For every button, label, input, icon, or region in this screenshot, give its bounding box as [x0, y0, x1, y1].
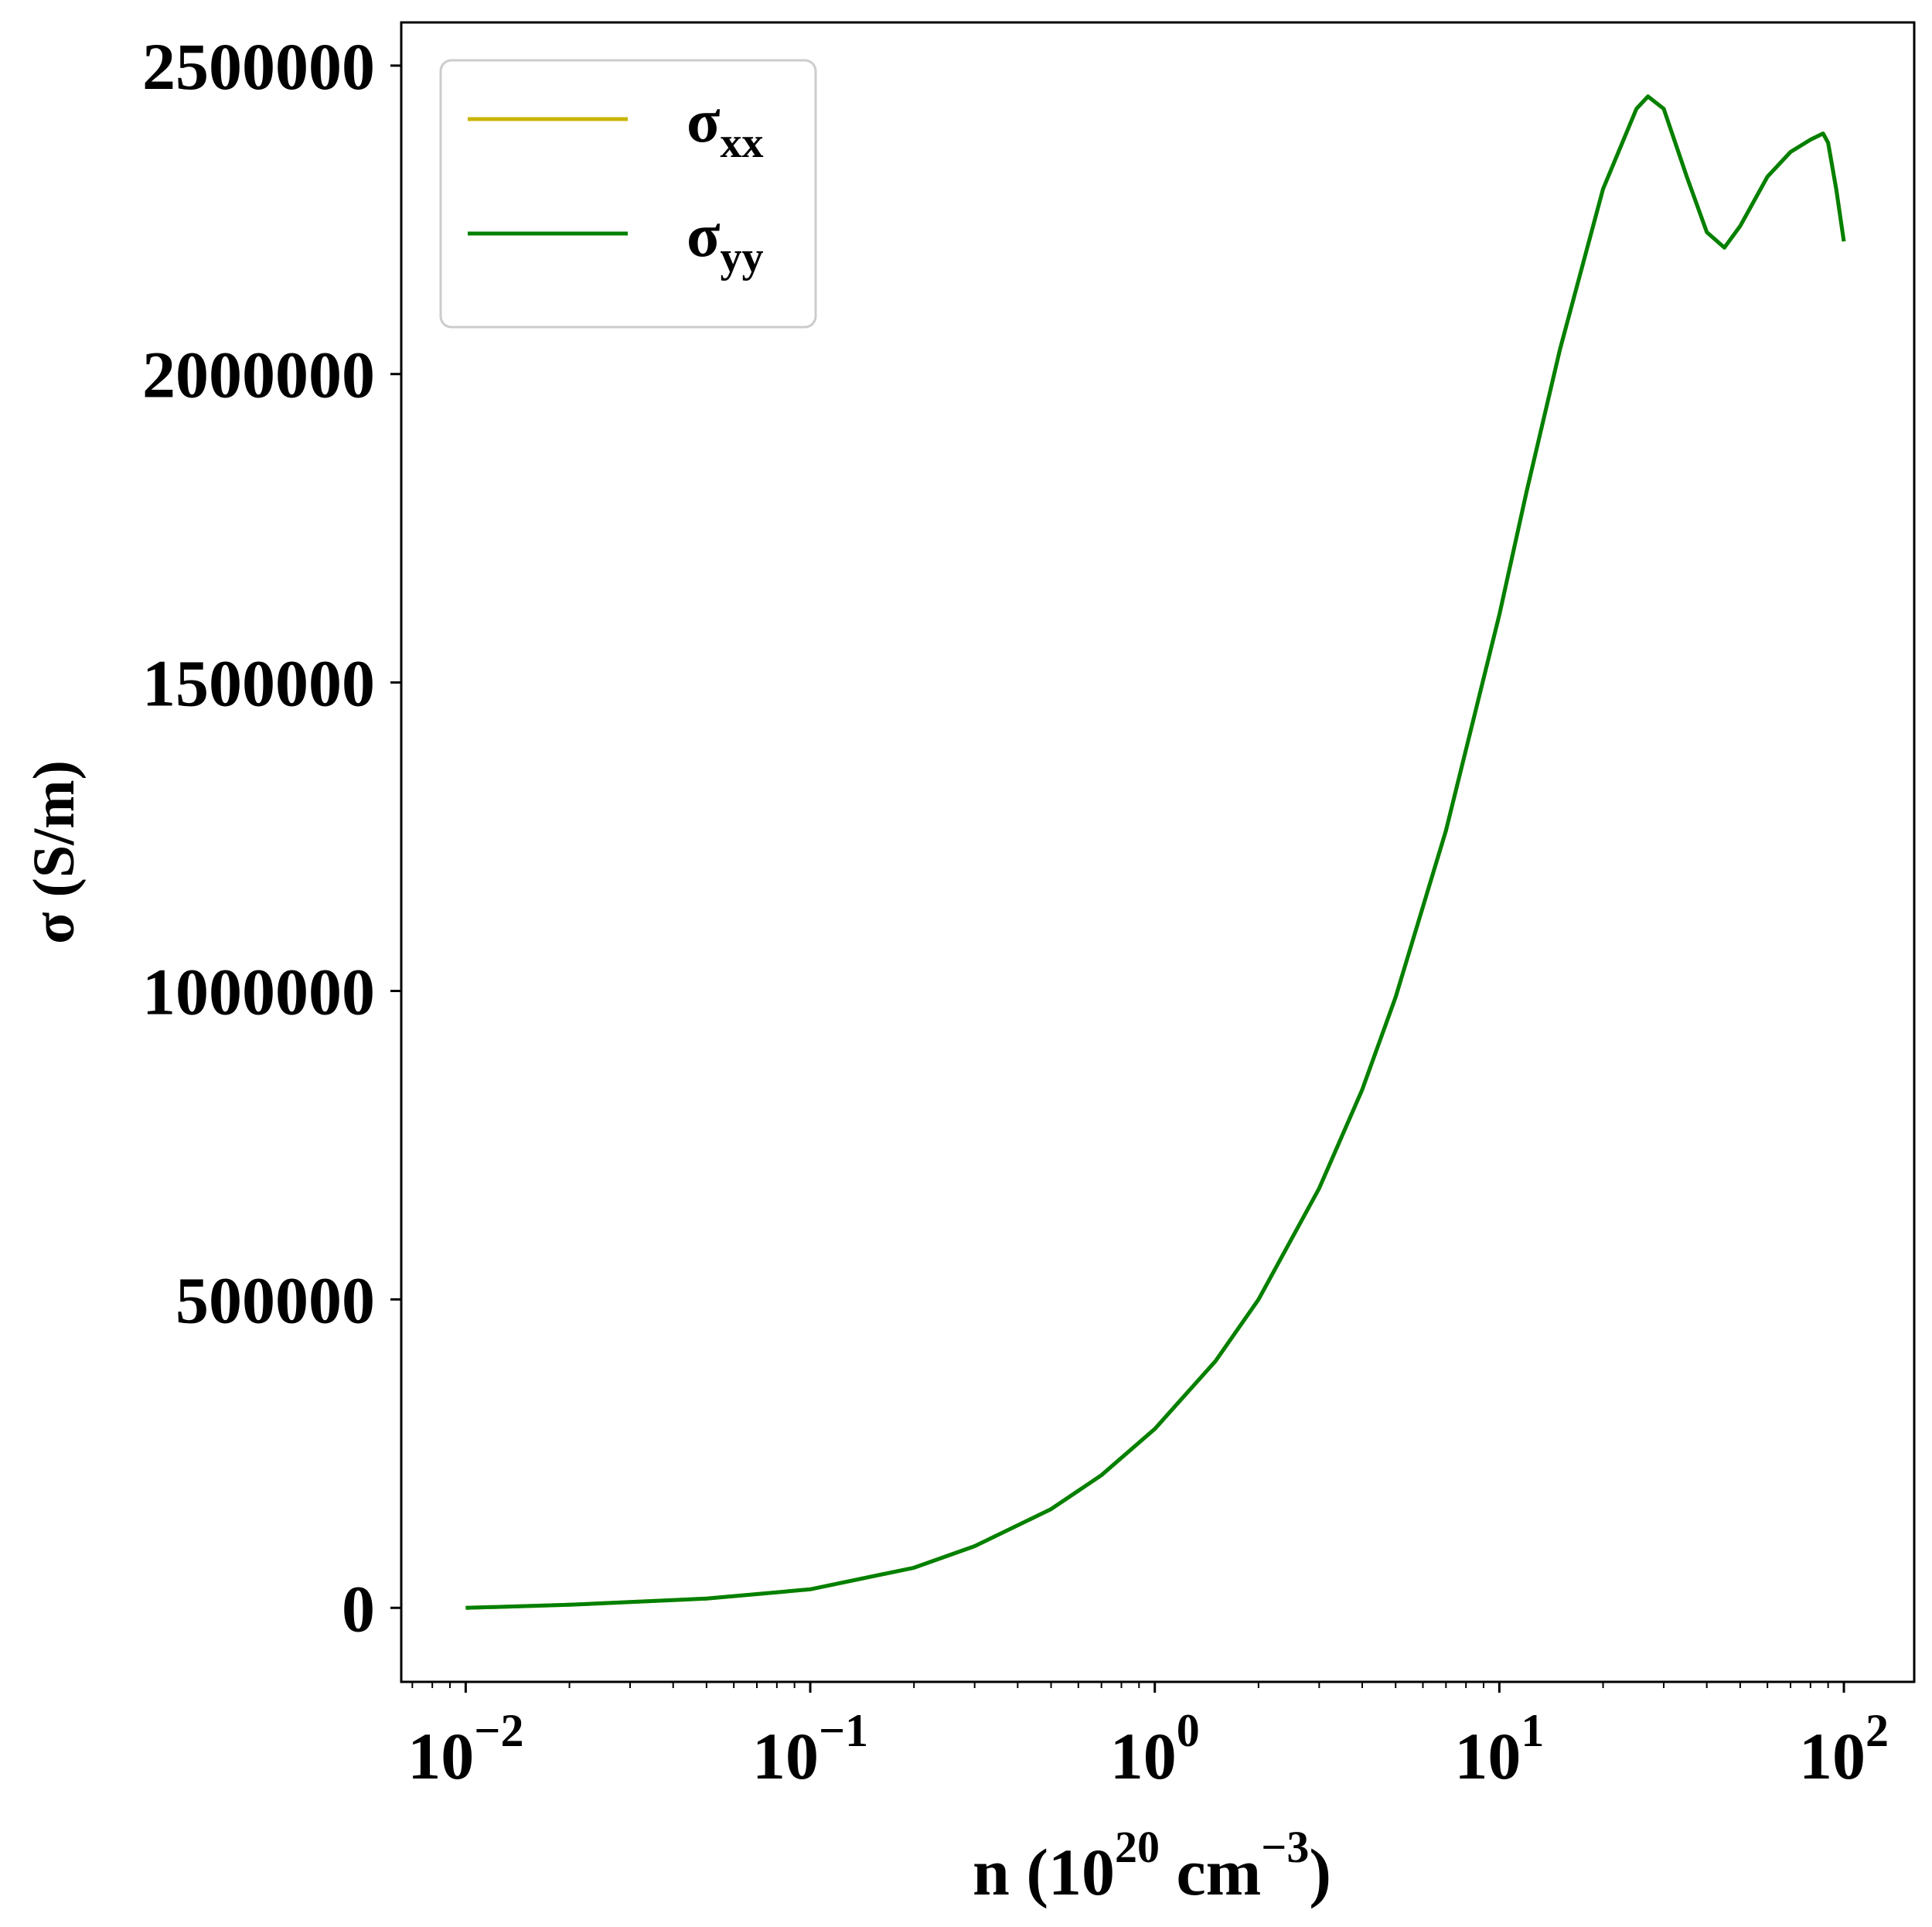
y-axis-ticks: 0 500000 1000000 1500000 2000000 2500000: [142, 29, 401, 1646]
legend-label-sigma-yy-symbol: σ: [687, 202, 721, 270]
legend-label-sigma-yy-sub: yy: [721, 234, 764, 281]
x-tick-label-base: 10: [1799, 1719, 1866, 1793]
x-tick-label-exp: −2: [474, 1705, 523, 1756]
x-axis-label-main: n (10: [973, 1835, 1115, 1909]
x-tick-label-base: 10: [752, 1719, 819, 1793]
legend: σxx σyy: [439, 59, 817, 329]
x-tick-label-exp: 1: [1521, 1705, 1544, 1756]
x-axis-label: n (1020 cm−3): [973, 1822, 1331, 1909]
legend-label-sigma-xx-symbol: σ: [687, 87, 721, 155]
y-axis-label: σ (S/m): [22, 760, 87, 944]
x-axis-ticks: 10−2 10−1 100 101 102: [407, 1682, 1889, 1793]
x-tick-label-exp: −1: [819, 1705, 868, 1756]
plot-area-frame: [400, 21, 1916, 1683]
x-axis-label-unit-exp: −3: [1261, 1822, 1309, 1872]
legend-label-sigma-xx: σxx: [687, 87, 764, 167]
x-axis-label-exp: 20: [1115, 1822, 1160, 1872]
x-tick-label-base: 10: [1454, 1719, 1521, 1793]
x-tick-label-exp: 2: [1866, 1705, 1889, 1756]
x-tick-label: 101: [1454, 1705, 1544, 1793]
x-tick-label: 102: [1799, 1705, 1889, 1793]
x-axis-label-mid: cm: [1160, 1835, 1261, 1909]
y-tick-label: 2500000: [142, 29, 375, 104]
y-tick-label: 1000000: [142, 954, 375, 1028]
legend-label-sigma-xx-sub: xx: [721, 119, 764, 167]
x-tick-label-base: 10: [407, 1719, 474, 1793]
legend-label-sigma-yy: σyy: [687, 202, 764, 281]
series-line-sigma-yy: [465, 94, 1846, 1610]
x-tick-label: 10−2: [407, 1705, 523, 1793]
series-lines: [465, 94, 1846, 1610]
y-tick-label: 0: [342, 1571, 375, 1646]
x-tick-label-exp: 0: [1177, 1705, 1200, 1756]
y-tick-label: 1500000: [142, 646, 375, 721]
x-axis-label-close: ): [1309, 1835, 1331, 1909]
y-tick-label: 2000000: [142, 338, 375, 412]
x-tick-label-base: 10: [1110, 1719, 1177, 1793]
legend-box: [439, 59, 817, 329]
y-tick-label: 500000: [175, 1263, 375, 1337]
x-tick-label: 100: [1110, 1705, 1200, 1793]
x-tick-label: 10−1: [752, 1705, 868, 1793]
